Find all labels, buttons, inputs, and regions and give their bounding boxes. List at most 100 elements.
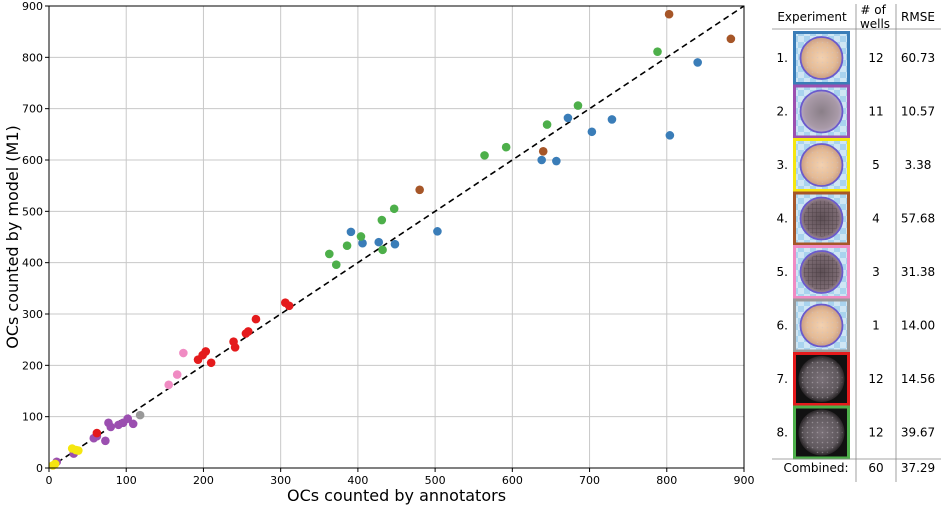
x-tick-label: 200	[193, 474, 214, 487]
data-point-exp-4	[726, 34, 736, 44]
plot-frame	[48, 5, 745, 469]
y-tick-label: 900	[22, 0, 43, 13]
well-texture	[800, 411, 843, 454]
well-texture	[803, 254, 840, 290]
data-point-exp-2	[101, 436, 110, 446]
identity-reference-line	[48, 5, 745, 469]
data-point-exp-8	[480, 151, 489, 160]
data-point-exp-5	[164, 380, 173, 390]
x-axis-label: OCs counted by annotators	[287, 486, 506, 505]
data-point-exp-1	[552, 156, 561, 166]
data-point-exp-3	[50, 459, 60, 469]
data-point-exp-8	[389, 204, 399, 214]
x-tick-label: 600	[502, 474, 523, 487]
wells-count: 11	[868, 105, 883, 119]
experiment-label: 2.	[777, 105, 788, 119]
data-point-exp-1	[607, 115, 617, 124]
data-point-exp-1	[665, 131, 675, 140]
wells-count: 4	[872, 212, 880, 226]
wells-count: 12	[868, 372, 883, 386]
data-point-exp-1	[346, 227, 356, 237]
x-tick-label: 0	[46, 474, 53, 487]
wells-count: 12	[868, 51, 883, 65]
data-point-exp-8	[653, 47, 662, 56]
data-point-exp-8	[331, 260, 341, 270]
legend-row-5: 5. 3 31.38	[777, 245, 935, 299]
data-point-exp-7	[92, 428, 102, 438]
y-tick-label: 300	[22, 308, 43, 321]
x-tick-label: 700	[579, 474, 600, 487]
y-tick-label: 500	[22, 205, 43, 218]
data-point-exp-4	[415, 185, 424, 195]
data-point-exp-8	[573, 101, 583, 110]
legend-row-2: 2. 11 10.57	[777, 84, 935, 139]
data-point-exp-7	[201, 347, 211, 356]
y-tick-label: 800	[22, 51, 43, 64]
data-point-exp-8	[501, 142, 511, 152]
legend-row-7: 7. 12 14.56	[777, 352, 935, 406]
y-tick-label: 700	[22, 103, 43, 116]
rmse-value: 10.57	[901, 105, 935, 119]
combined-label: Combined:	[783, 461, 848, 475]
y-axis-label: OCs counted by model (M1)	[3, 125, 22, 349]
legend-row-1: 1. 12 60.73	[777, 31, 935, 85]
data-point-exp-5	[172, 370, 182, 379]
rmse-value: 31.38	[901, 265, 935, 279]
experiment-label: 3.	[777, 158, 788, 172]
data-point-exp-2	[106, 422, 116, 432]
data-point-exp-1	[358, 238, 367, 248]
data-point-exp-8	[325, 249, 334, 259]
rmse-value: 14.56	[901, 372, 935, 386]
rmse-value: 14.00	[901, 319, 935, 333]
y-tick-label: 200	[22, 359, 43, 372]
well-texture	[803, 40, 840, 76]
experiment-label: 5.	[777, 265, 788, 279]
x-tick-label: 500	[425, 474, 446, 487]
rmse-value: 57.68	[901, 212, 935, 226]
data-point-exp-1	[374, 237, 384, 247]
data-point-exp-1	[587, 127, 597, 137]
x-tick-label: 300	[270, 474, 291, 487]
x-tick-label: 900	[734, 474, 755, 487]
data-point-exp-7	[230, 343, 240, 352]
data-point-exp-7	[284, 301, 294, 311]
data-point-exp-8	[378, 245, 387, 255]
y-tick-label: 400	[22, 257, 43, 270]
experiment-label: 4.	[777, 212, 788, 226]
wells-count: 12	[868, 426, 883, 440]
legend-row-6: 6. 1 14.00	[777, 298, 935, 353]
data-point-exp-7	[206, 358, 216, 368]
data-point-exp-7	[251, 314, 261, 324]
header-experiment: Experiment	[777, 10, 847, 24]
experiment-label: 6.	[777, 319, 788, 333]
experiment-label: 1.	[777, 51, 788, 65]
header-rmse: RMSE	[901, 10, 935, 24]
x-tick-label: 800	[656, 474, 677, 487]
experiment-legend-table: Experiment # of wells RMSE 1. 12 60.732. 11…	[772, 3, 941, 482]
experiment-label: 8.	[777, 426, 788, 440]
rmse-value: 39.67	[901, 426, 935, 440]
data-point-exp-1	[433, 227, 442, 236]
y-tick-label: 600	[22, 154, 43, 167]
data-point-exp-2	[128, 419, 138, 429]
y-axis-ticks: 0 100 200 300 400 500 600 700 800 900	[22, 0, 49, 475]
wells-count: 1	[872, 319, 880, 333]
data-point-exp-8	[342, 241, 352, 251]
rmse-value: 60.73	[901, 51, 935, 65]
data-point-exp-5	[179, 348, 188, 358]
x-axis-ticks: 0 100 200 300 400 500 600 700 800 900	[46, 468, 755, 487]
data-points	[48, 9, 736, 470]
wells-count: 3	[872, 265, 880, 279]
combined-rmse: 37.29	[901, 461, 935, 475]
y-tick-label: 0	[36, 462, 43, 475]
data-point-exp-7	[243, 327, 253, 336]
rmse-value: 3.38	[905, 158, 932, 172]
well-texture	[800, 358, 843, 400]
data-point-exp-1	[390, 239, 400, 249]
well-texture	[803, 307, 840, 344]
combined-wells: 60	[868, 461, 883, 475]
data-point-exp-8	[377, 215, 387, 225]
data-point-exp-3	[74, 446, 83, 455]
data-point-exp-8	[542, 120, 552, 129]
